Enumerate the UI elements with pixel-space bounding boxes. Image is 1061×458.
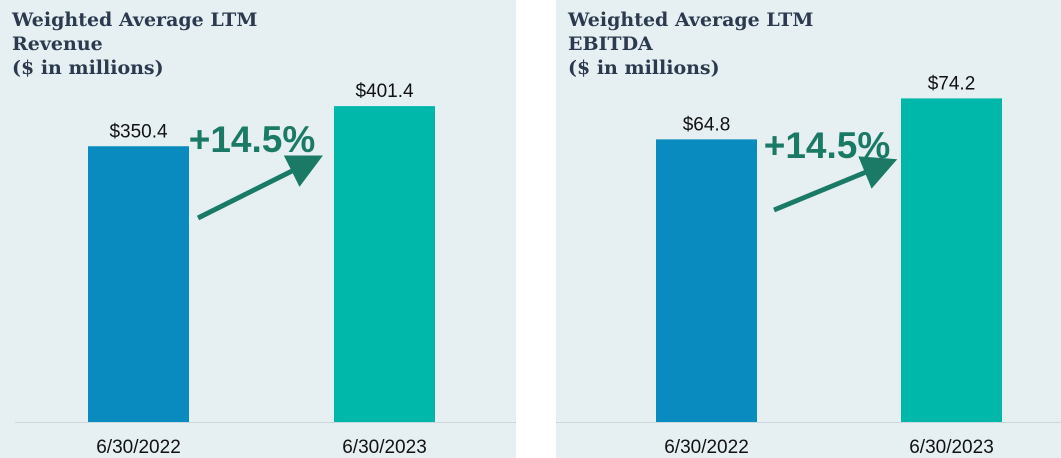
growth-label: +14.5% xyxy=(189,119,316,160)
x-tick-label: 6/30/2022 xyxy=(96,437,181,458)
chart-title-line: Weighted Average LTM xyxy=(12,9,258,31)
revenue-bar-chart: $350.4 6/30/2022 $401.4 6/30/2023 +14.5% xyxy=(15,81,516,458)
x-tick-label: 6/30/2023 xyxy=(342,437,427,458)
chart-title-line: EBITDA xyxy=(568,33,653,55)
ebitda-chart-panel: Weighted Average LTM EBITDA ($ in millio… xyxy=(556,0,1061,458)
revenue-chart-panel: Weighted Average LTM Revenue ($ in milli… xyxy=(0,0,516,458)
x-tick-label: 6/30/2023 xyxy=(909,437,994,458)
growth-arrow xyxy=(773,156,898,213)
bar xyxy=(88,146,189,422)
chart-title-line: Weighted Average LTM xyxy=(568,9,814,31)
chart-title-line: ($ in millions) xyxy=(568,57,720,79)
data-label: $350.4 xyxy=(109,121,168,142)
chart-title: Weighted Average LTM Revenue ($ in milli… xyxy=(12,8,257,80)
bar xyxy=(656,139,757,423)
x-tick-label: 6/30/2022 xyxy=(664,437,749,458)
data-label: $401.4 xyxy=(355,81,414,102)
chart-title-line: ($ in millions) xyxy=(12,57,164,79)
growth-label: +14.5% xyxy=(764,125,891,166)
data-label: $74.2 xyxy=(928,73,976,94)
chart-title: Weighted Average LTM EBITDA ($ in millio… xyxy=(568,8,813,80)
ebitda-bar-chart: $64.8 6/30/2022 $74.2 6/30/2023 +14.5% xyxy=(556,73,1061,458)
bar xyxy=(901,98,1002,422)
data-label: $64.8 xyxy=(683,114,731,135)
growth-arrow xyxy=(196,155,323,221)
bar xyxy=(334,106,435,422)
chart-title-line: Revenue xyxy=(12,33,103,55)
